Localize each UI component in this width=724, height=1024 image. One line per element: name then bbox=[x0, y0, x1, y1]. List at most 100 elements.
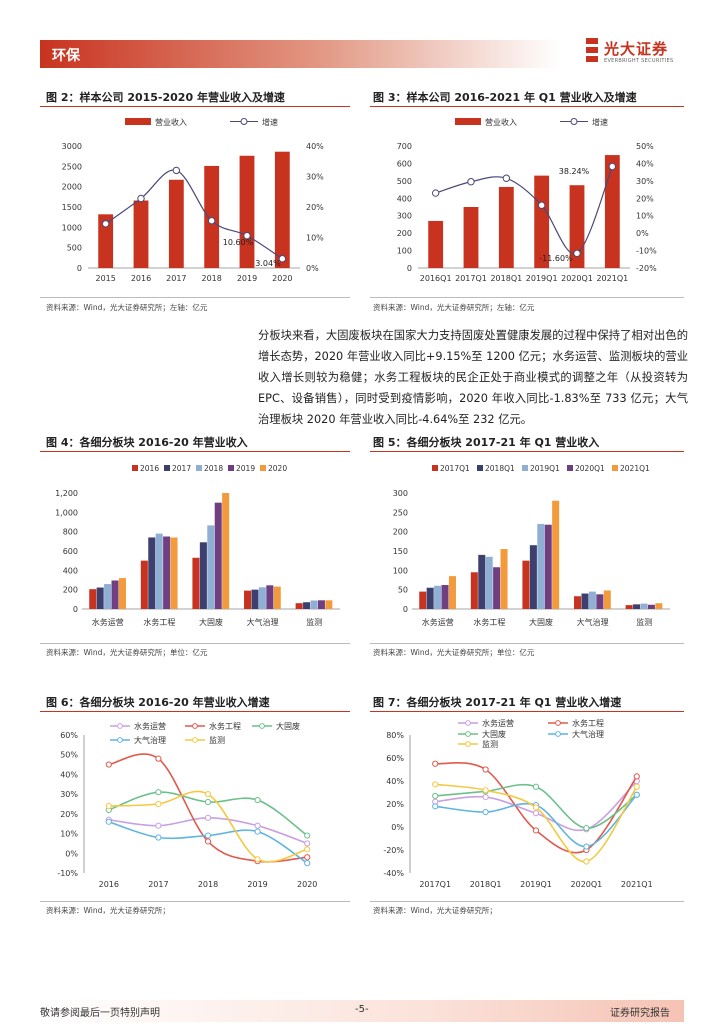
series-point-水务工程-2016 bbox=[105, 761, 112, 768]
series-point-水务工程-2021Q1 bbox=[633, 773, 640, 780]
fig6-title: 图 6：各细分板块 2016-20 年营业收入增速 bbox=[46, 696, 270, 709]
series-point-水务运营-2018 bbox=[204, 814, 212, 821]
fig5-source-rule bbox=[370, 643, 684, 644]
series-point-大气治理-2018Q1 bbox=[482, 808, 489, 816]
bar-大气治理-2019Q1 bbox=[588, 591, 596, 609]
bar-2019Q1 bbox=[534, 175, 550, 268]
bar-监测-2016 bbox=[295, 603, 303, 609]
footer-band bbox=[40, 1000, 684, 1022]
x-tick-label: 2020 bbox=[272, 274, 292, 283]
bar-大气治理-2020 bbox=[273, 586, 281, 609]
bar-水务运营-2019 bbox=[111, 580, 119, 609]
x-tick-label: 2018Q1 bbox=[490, 274, 522, 283]
x-tick-label: 2018Q1 bbox=[470, 880, 502, 889]
y2-tick-label: 30% bbox=[636, 177, 654, 186]
y2-tick-label: 50% bbox=[636, 142, 654, 151]
data-label: 10.60% bbox=[223, 238, 254, 247]
fig7-title-rule bbox=[370, 711, 684, 712]
bar-2015 bbox=[98, 214, 114, 268]
fig4-title-rule bbox=[40, 451, 350, 452]
bar-水务工程-2017 bbox=[148, 537, 156, 609]
fig2-source-rule bbox=[40, 297, 350, 298]
x-tick-label: 大固废 bbox=[529, 617, 553, 627]
bar-监测-2018 bbox=[310, 600, 318, 609]
y-tick-label: 1500 bbox=[62, 203, 82, 212]
x-tick-label: 大气治理 bbox=[247, 617, 279, 627]
series-point-水务运营-2019Q1 bbox=[532, 810, 540, 817]
bar-2016Q1 bbox=[428, 220, 444, 268]
x-tick-label: 水务运营 bbox=[92, 617, 124, 627]
y-tick-label: 0 bbox=[403, 605, 408, 614]
x-tick-label: 水务运营 bbox=[422, 617, 454, 627]
series-point-水务工程-2017 bbox=[155, 755, 162, 762]
fig7-source: 资料来源：Wind，光大证券研究所； bbox=[373, 906, 497, 915]
bar-大气治理-2018 bbox=[258, 587, 266, 609]
y2-tick-label: -10% bbox=[636, 247, 657, 256]
legend-label-水务运营: 水务运营 bbox=[482, 718, 514, 728]
growth-point-2018Q1 bbox=[502, 174, 511, 182]
fig3-source-rule bbox=[370, 297, 684, 298]
data-label: -11.60% bbox=[539, 254, 573, 263]
y-tick-label: 400 bbox=[63, 566, 78, 575]
legend-label-2021Q1: 2021Q1 bbox=[620, 464, 650, 473]
page-number: -5- bbox=[355, 1004, 369, 1015]
x-tick-label: 2017Q1 bbox=[419, 880, 451, 889]
y-tick-label: 60% bbox=[60, 731, 78, 740]
series-point-监测-2018Q1 bbox=[482, 787, 489, 794]
legend-label-2019: 2019 bbox=[236, 464, 255, 473]
series-point-监测-2019 bbox=[254, 856, 261, 863]
bar-2020 bbox=[274, 151, 290, 268]
legend-label-水务工程: 水务工程 bbox=[572, 718, 604, 728]
legend-label-2017Q1: 2017Q1 bbox=[440, 464, 470, 473]
bar-水务工程-2019 bbox=[163, 536, 171, 609]
bar-大气治理-2020Q1 bbox=[596, 594, 604, 609]
growth-point-2020Q1 bbox=[573, 249, 581, 258]
legend-marker-水务运营 bbox=[465, 720, 471, 726]
bar-监测-2020Q1 bbox=[647, 604, 655, 609]
legend-marker-line bbox=[240, 118, 248, 125]
bar-2018 bbox=[204, 165, 220, 268]
y-tick-label: 150 bbox=[393, 547, 408, 556]
bar-大气治理-2017Q1 bbox=[574, 596, 582, 609]
bar-水务运营-2019Q1 bbox=[434, 585, 442, 609]
growth-point-2018 bbox=[207, 217, 216, 225]
fig3-title-rule bbox=[370, 106, 684, 107]
fig4-chart: 2016 2017 2018 2019 2020 0 200 400 600 800 1,000 1,… bbox=[55, 464, 340, 627]
growth-point-2015 bbox=[101, 220, 110, 228]
series-point-大固废-2020Q1 bbox=[583, 825, 590, 832]
legend-label-bar: 营业收入 bbox=[485, 117, 517, 127]
x-tick-label: 2016Q1 bbox=[420, 274, 452, 283]
series-point-水务工程-2020 bbox=[304, 854, 311, 861]
bar-大气治理-2019 bbox=[266, 585, 274, 609]
series-point-水务运营-2018Q1 bbox=[482, 794, 489, 801]
series-line-大固废 bbox=[108, 791, 308, 837]
growth-point-2019 bbox=[243, 231, 251, 240]
series-point-大固废-2017Q1 bbox=[432, 792, 439, 800]
x-tick-label: 2016 bbox=[99, 880, 119, 889]
y-tick-label: -10% bbox=[57, 869, 78, 878]
bar-水务运营-2021Q1 bbox=[448, 576, 456, 609]
fig6-title-rule bbox=[40, 711, 350, 712]
y2-tick-label: 10% bbox=[306, 234, 324, 243]
header-band bbox=[40, 40, 560, 68]
series-point-大气治理-2016 bbox=[105, 818, 112, 825]
y-tick-label: 50% bbox=[60, 751, 78, 760]
legend-label-2018Q1: 2018Q1 bbox=[485, 464, 515, 473]
bar-2017 bbox=[168, 179, 184, 268]
x-tick-label: 2021Q1 bbox=[596, 274, 628, 283]
bar-大固废-2020 bbox=[222, 493, 230, 609]
bar-大固废-2019Q1 bbox=[537, 523, 545, 609]
x-tick-label: 监测 bbox=[636, 617, 652, 627]
series-point-水务工程-2017Q1 bbox=[432, 760, 439, 767]
bar-监测-2018Q1 bbox=[633, 604, 641, 609]
bar-水务工程-2018 bbox=[155, 533, 163, 609]
growth-point-2020 bbox=[278, 255, 287, 263]
bar-监测-2017 bbox=[303, 602, 311, 609]
bar-监测-2019Q1 bbox=[640, 603, 648, 609]
growth-point-2021Q1 bbox=[608, 162, 617, 171]
bar-水务工程-2021Q1 bbox=[500, 549, 508, 609]
legend-label-2016: 2016 bbox=[140, 464, 159, 473]
bar-监测-2017Q1 bbox=[625, 605, 633, 609]
x-tick-label: 2018 bbox=[198, 880, 218, 889]
y2-tick-label: 0% bbox=[306, 264, 319, 273]
